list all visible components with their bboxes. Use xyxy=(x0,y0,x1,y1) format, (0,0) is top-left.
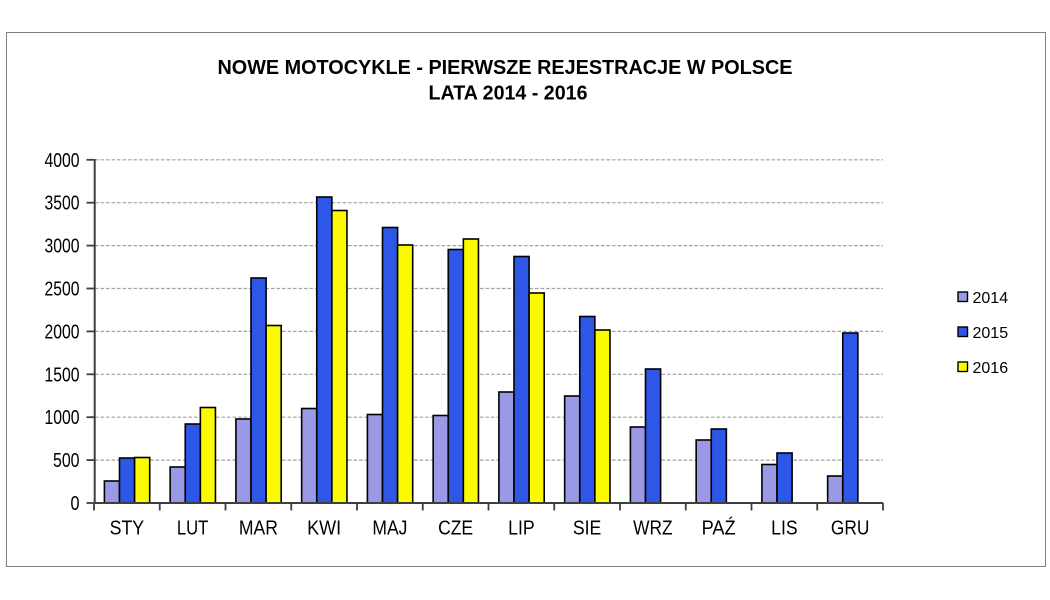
svg-text:PAŹ: PAŹ xyxy=(702,517,736,540)
svg-text:1000: 1000 xyxy=(45,407,80,429)
svg-text:2500: 2500 xyxy=(45,279,80,301)
svg-text:KWI: KWI xyxy=(307,518,341,540)
svg-text:3000: 3000 xyxy=(45,236,80,258)
svg-text:2014: 2014 xyxy=(973,290,1009,307)
svg-text:500: 500 xyxy=(53,450,80,472)
svg-text:LUT: LUT xyxy=(177,518,209,540)
svg-text:MAR: MAR xyxy=(239,518,278,540)
svg-text:0: 0 xyxy=(71,493,80,515)
svg-text:LIS: LIS xyxy=(771,518,798,540)
svg-text:3500: 3500 xyxy=(45,193,80,215)
svg-text:NOWE MOTOCYKLE - PIERWSZE REJE: NOWE MOTOCYKLE - PIERWSZE REJESTRACJE W … xyxy=(218,57,793,79)
svg-text:MAJ: MAJ xyxy=(372,518,407,540)
svg-text:CZE: CZE xyxy=(438,518,473,540)
svg-text:2015: 2015 xyxy=(973,325,1009,342)
svg-text:LIP: LIP xyxy=(508,518,535,540)
svg-text:STY: STY xyxy=(110,518,145,540)
svg-text:GRU: GRU xyxy=(831,518,870,540)
svg-text:SIE: SIE xyxy=(573,518,602,540)
svg-text:1500: 1500 xyxy=(45,364,80,386)
svg-text:4000: 4000 xyxy=(45,150,80,172)
svg-text:LATA 2014 - 2016: LATA 2014 - 2016 xyxy=(429,82,588,104)
svg-text:2016: 2016 xyxy=(973,360,1009,377)
svg-text:WRZ: WRZ xyxy=(633,518,673,540)
svg-text:2000: 2000 xyxy=(45,321,80,343)
